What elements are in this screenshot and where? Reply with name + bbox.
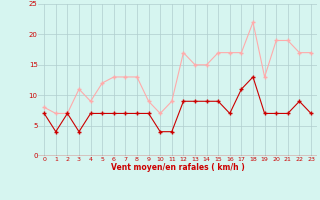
X-axis label: Vent moyen/en rafales ( km/h ): Vent moyen/en rafales ( km/h ) — [111, 163, 244, 172]
